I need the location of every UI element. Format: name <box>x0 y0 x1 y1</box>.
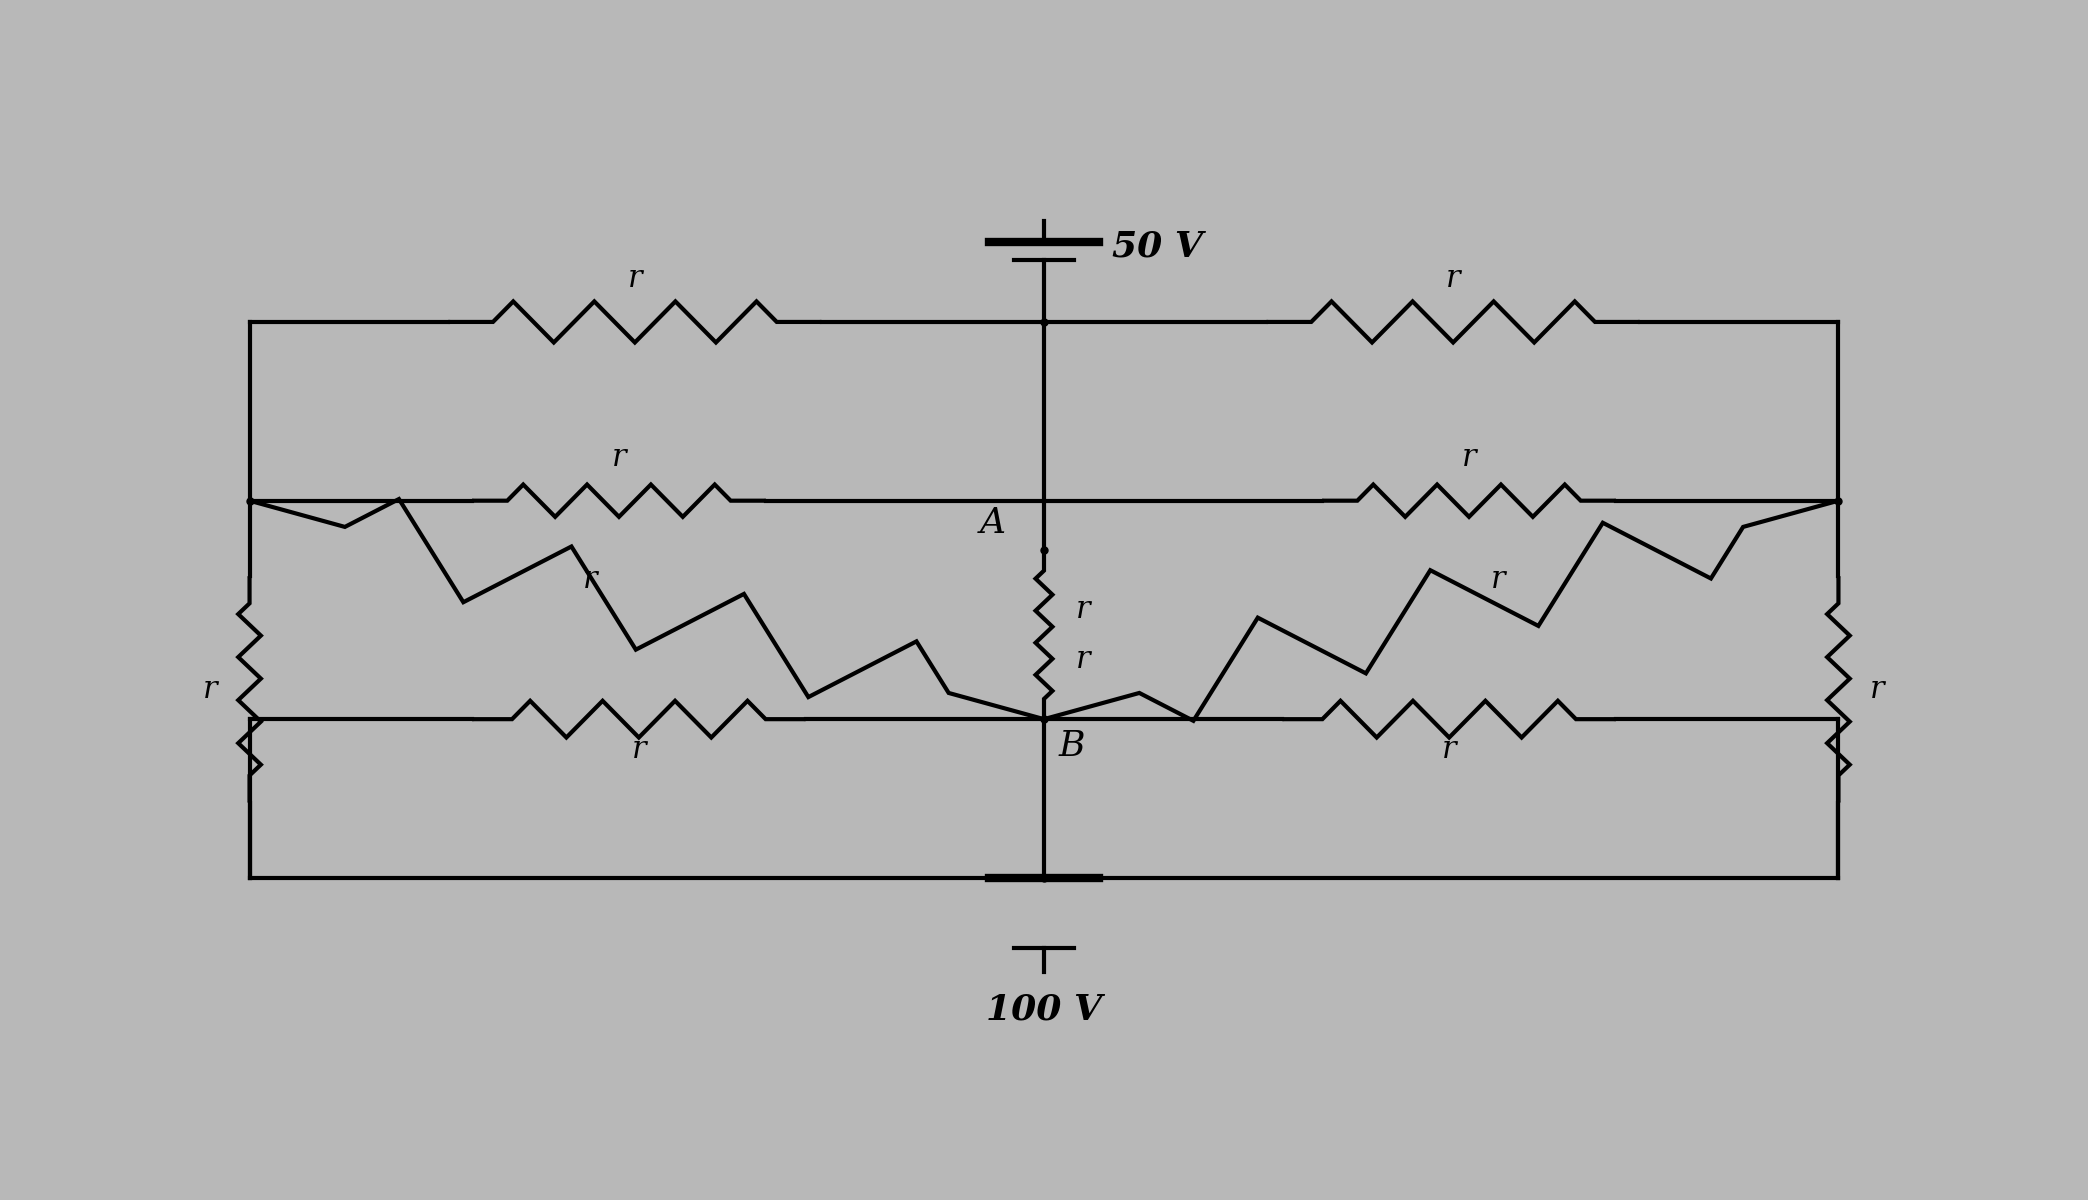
Text: r: r <box>203 674 217 704</box>
Text: r: r <box>1871 674 1885 704</box>
Text: B: B <box>1059 730 1086 763</box>
Text: r: r <box>612 442 626 473</box>
Text: r: r <box>628 263 643 294</box>
Text: r: r <box>1075 594 1090 625</box>
Text: r: r <box>583 564 597 595</box>
Text: r: r <box>1443 734 1457 766</box>
Text: r: r <box>1491 564 1505 595</box>
Text: r: r <box>1075 644 1090 676</box>
Text: r: r <box>1445 263 1460 294</box>
Text: r: r <box>1462 442 1476 473</box>
Text: 50 V: 50 V <box>1111 229 1203 264</box>
Text: 100 V: 100 V <box>986 992 1102 1026</box>
Text: r: r <box>631 734 645 766</box>
Text: A: A <box>979 506 1006 540</box>
